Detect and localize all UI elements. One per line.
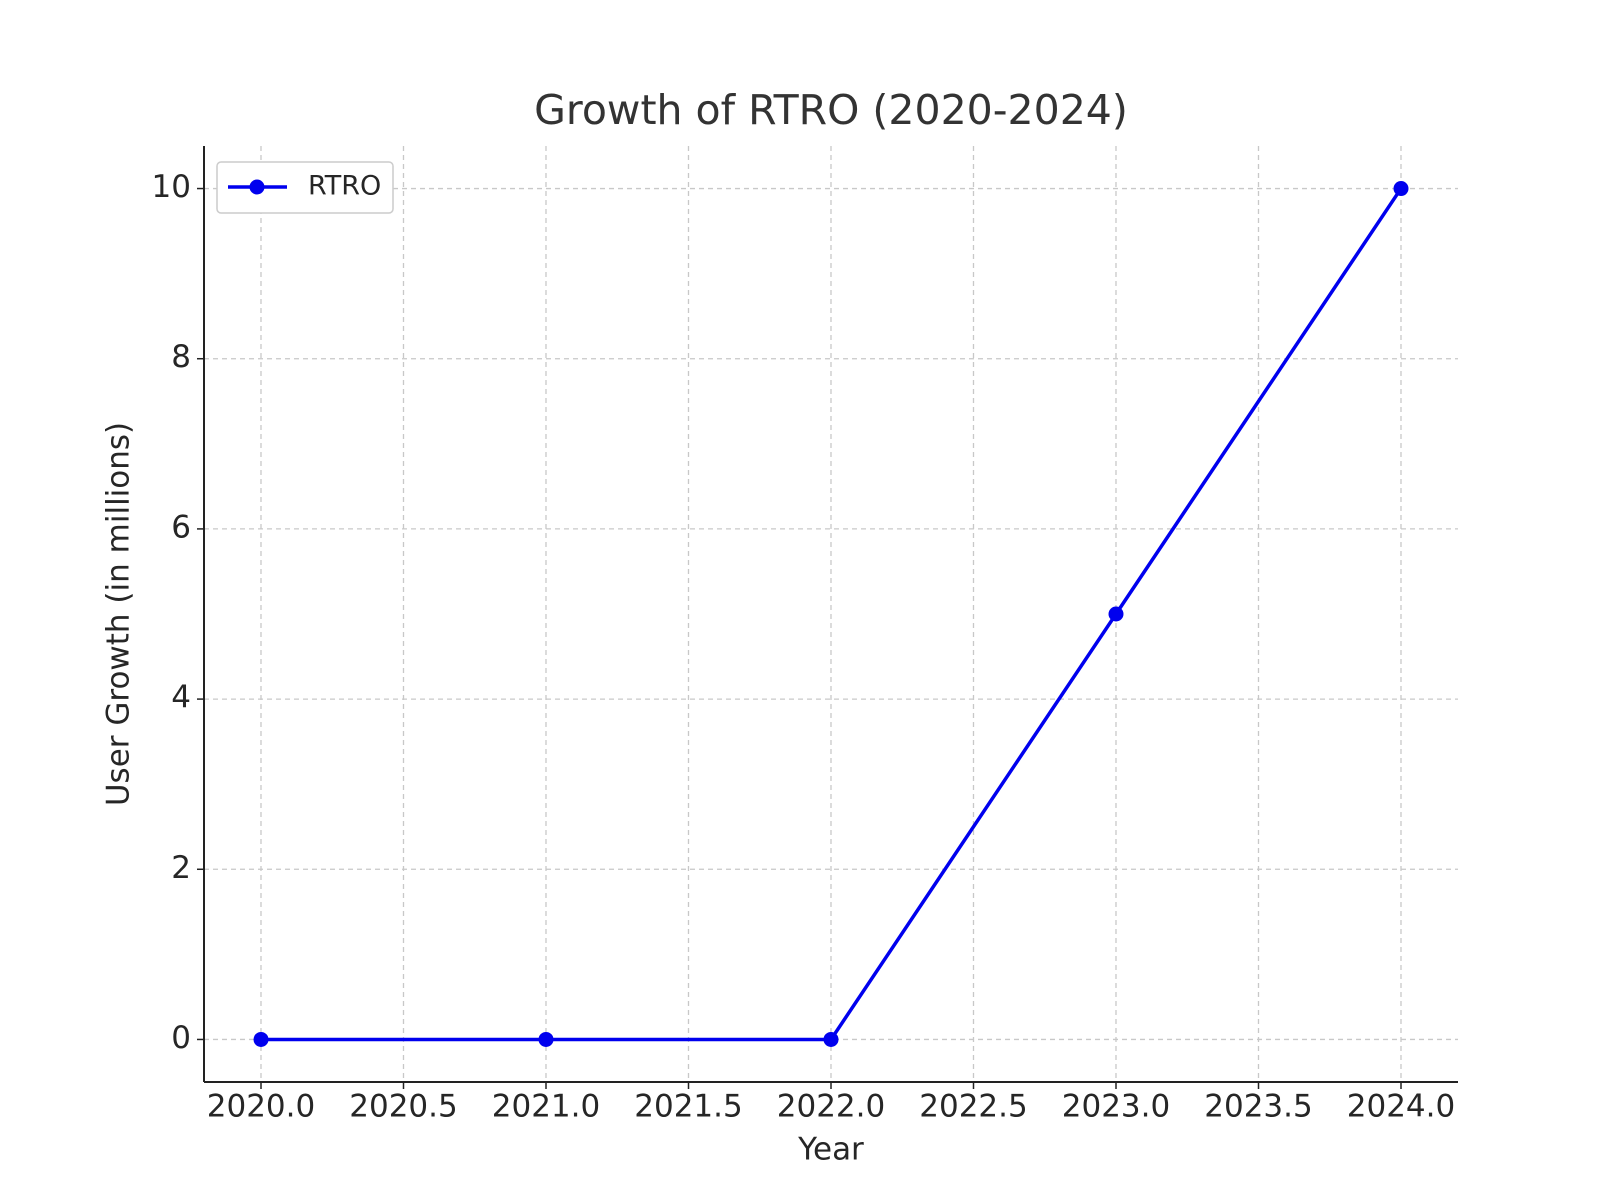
data-point [1108,606,1124,622]
x-tick-label: 2022.5 [919,1089,1027,1125]
x-tick-label: 2020.5 [349,1089,457,1125]
y-tick-label: 8 [171,339,191,375]
x-axis-label: Year [797,1132,864,1168]
data-point [1393,181,1409,197]
x-tick-label: 2024.0 [1347,1089,1455,1125]
x-tick-label: 2021.0 [492,1089,600,1125]
x-tick-label: 2023.5 [1204,1089,1312,1125]
y-tick-label: 6 [171,509,191,545]
x-tick-label: 2021.5 [634,1089,742,1125]
legend-marker [249,179,265,195]
data-point [538,1031,554,1047]
y-tick-label: 10 [152,169,191,205]
y-tick-label: 4 [171,680,191,716]
legend-label: RTRO [308,171,381,202]
x-tick-label: 2020.0 [207,1089,315,1125]
chart-title: Growth of RTRO (2020-2024) [534,86,1128,134]
y-tick-label: 0 [171,1020,191,1056]
data-point [253,1031,269,1047]
y-tick-label: 2 [171,850,191,886]
data-point [823,1031,839,1047]
x-tick-label: 2023.0 [1062,1089,1170,1125]
legend-box [216,161,394,214]
y-axis-label: User Growth (in millions) [101,422,137,806]
x-tick-label: 2022.0 [777,1089,885,1125]
